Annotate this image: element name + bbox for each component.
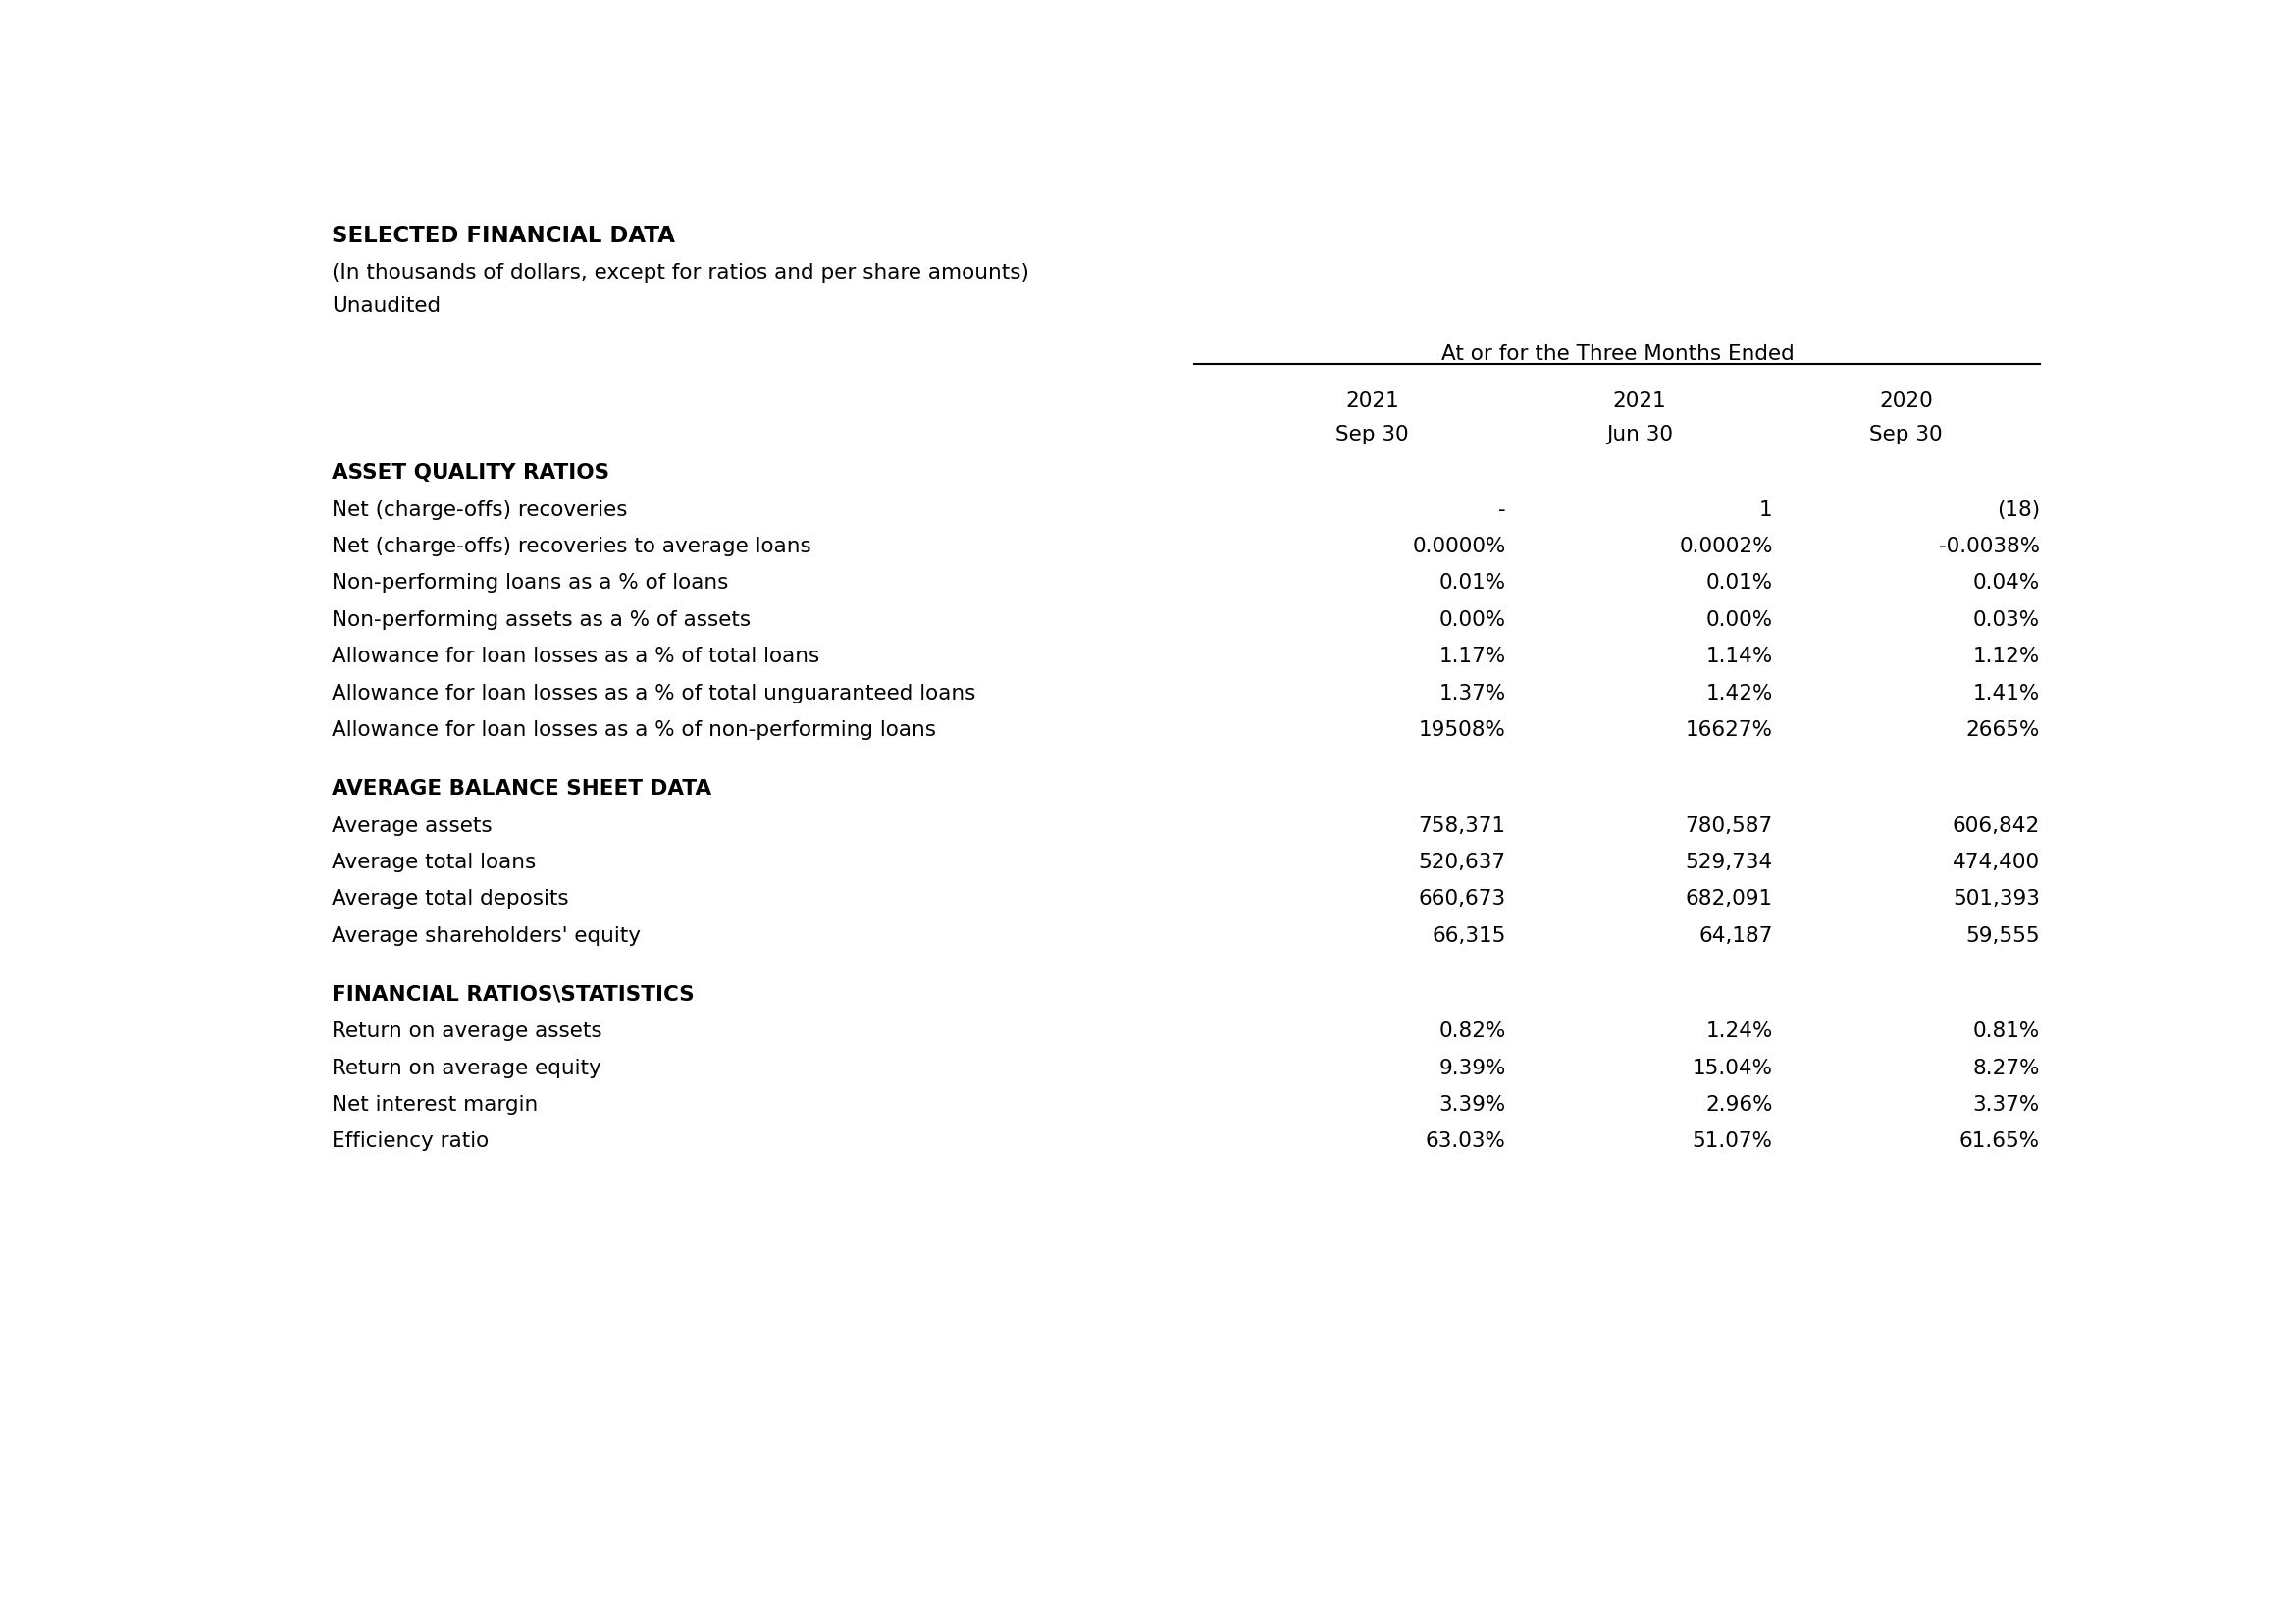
- Text: Net interest margin: Net interest margin: [331, 1095, 537, 1114]
- Text: 1.17%: 1.17%: [1440, 646, 1506, 667]
- Text: 63.03%: 63.03%: [1426, 1132, 1506, 1151]
- Text: 682,091: 682,091: [1685, 890, 1773, 909]
- Text: 51.07%: 51.07%: [1692, 1132, 1773, 1151]
- Text: 1.42%: 1.42%: [1706, 683, 1773, 703]
- Text: 1.37%: 1.37%: [1440, 683, 1506, 703]
- Text: Average shareholders' equity: Average shareholders' equity: [331, 925, 641, 945]
- Text: 3.39%: 3.39%: [1440, 1095, 1506, 1114]
- Text: (In thousands of dollars, except for ratios and per share amounts): (In thousands of dollars, except for rat…: [331, 263, 1029, 283]
- Text: 2021: 2021: [1345, 392, 1398, 412]
- Text: FINANCIAL RATIOS\STATISTICS: FINANCIAL RATIOS\STATISTICS: [331, 985, 693, 1005]
- Text: Sep 30: Sep 30: [1869, 425, 1942, 444]
- Text: 474,400: 474,400: [1952, 853, 2039, 872]
- Text: 2.96%: 2.96%: [1706, 1095, 1773, 1114]
- Text: 606,842: 606,842: [1952, 816, 2039, 835]
- Text: -0.0038%: -0.0038%: [1938, 536, 2039, 556]
- Text: (18): (18): [1998, 501, 2039, 520]
- Text: 660,673: 660,673: [1419, 890, 1506, 909]
- Text: 0.03%: 0.03%: [1972, 610, 2039, 630]
- Text: 758,371: 758,371: [1419, 816, 1506, 835]
- Text: 15.04%: 15.04%: [1692, 1058, 1773, 1077]
- Text: 0.01%: 0.01%: [1440, 573, 1506, 593]
- Text: Net (charge-offs) recoveries to average loans: Net (charge-offs) recoveries to average …: [331, 536, 810, 556]
- Text: Average assets: Average assets: [331, 816, 491, 835]
- Text: 0.81%: 0.81%: [1972, 1022, 2039, 1042]
- Text: Allowance for loan losses as a % of total unguaranteed loans: Allowance for loan losses as a % of tota…: [331, 683, 976, 703]
- Text: 2020: 2020: [1880, 392, 1933, 412]
- Text: Non-performing assets as a % of assets: Non-performing assets as a % of assets: [331, 610, 751, 630]
- Text: 66,315: 66,315: [1433, 925, 1506, 945]
- Text: 3.37%: 3.37%: [1972, 1095, 2039, 1114]
- Text: AVERAGE BALANCE SHEET DATA: AVERAGE BALANCE SHEET DATA: [331, 778, 712, 799]
- Text: 520,637: 520,637: [1419, 853, 1506, 872]
- Text: 16627%: 16627%: [1685, 720, 1773, 740]
- Text: Non-performing loans as a % of loans: Non-performing loans as a % of loans: [331, 573, 728, 593]
- Text: 0.04%: 0.04%: [1972, 573, 2039, 593]
- Text: Efficiency ratio: Efficiency ratio: [331, 1132, 489, 1151]
- Text: Allowance for loan losses as a % of non-performing loans: Allowance for loan losses as a % of non-…: [331, 720, 937, 740]
- Text: 0.82%: 0.82%: [1440, 1022, 1506, 1042]
- Text: 61.65%: 61.65%: [1958, 1132, 2039, 1151]
- Text: 19508%: 19508%: [1419, 720, 1506, 740]
- Text: 0.00%: 0.00%: [1706, 610, 1773, 630]
- Text: 64,187: 64,187: [1699, 925, 1773, 945]
- Text: 59,555: 59,555: [1965, 925, 2039, 945]
- Text: 0.01%: 0.01%: [1706, 573, 1773, 593]
- Text: 1.41%: 1.41%: [1972, 683, 2039, 703]
- Text: At or for the Three Months Ended: At or for the Three Months Ended: [1442, 344, 1795, 363]
- Text: ASSET QUALITY RATIOS: ASSET QUALITY RATIOS: [331, 464, 608, 483]
- Text: 1.12%: 1.12%: [1972, 646, 2039, 667]
- Text: 780,587: 780,587: [1685, 816, 1773, 835]
- Text: Net (charge-offs) recoveries: Net (charge-offs) recoveries: [331, 501, 627, 520]
- Text: 2021: 2021: [1612, 392, 1667, 412]
- Text: 9.39%: 9.39%: [1440, 1058, 1506, 1077]
- Text: Sep 30: Sep 30: [1336, 425, 1410, 444]
- Text: 1.24%: 1.24%: [1706, 1022, 1773, 1042]
- Text: Return on average equity: Return on average equity: [331, 1058, 602, 1077]
- Text: 0.0000%: 0.0000%: [1412, 536, 1506, 556]
- Text: 2665%: 2665%: [1965, 720, 2039, 740]
- Text: Average total deposits: Average total deposits: [331, 890, 569, 909]
- Text: Jun 30: Jun 30: [1605, 425, 1674, 444]
- Text: Unaudited: Unaudited: [331, 297, 441, 317]
- Text: Average total loans: Average total loans: [331, 853, 535, 872]
- Text: 1.14%: 1.14%: [1706, 646, 1773, 667]
- Text: 0.00%: 0.00%: [1440, 610, 1506, 630]
- Text: 529,734: 529,734: [1685, 853, 1773, 872]
- Text: 501,393: 501,393: [1952, 890, 2039, 909]
- Text: Allowance for loan losses as a % of total loans: Allowance for loan losses as a % of tota…: [331, 646, 820, 667]
- Text: 0.0002%: 0.0002%: [1678, 536, 1773, 556]
- Text: SELECTED FINANCIAL DATA: SELECTED FINANCIAL DATA: [331, 224, 675, 247]
- Text: 8.27%: 8.27%: [1972, 1058, 2039, 1077]
- Text: -: -: [1499, 501, 1506, 520]
- Text: 1: 1: [1759, 501, 1773, 520]
- Text: Return on average assets: Return on average assets: [331, 1022, 602, 1042]
